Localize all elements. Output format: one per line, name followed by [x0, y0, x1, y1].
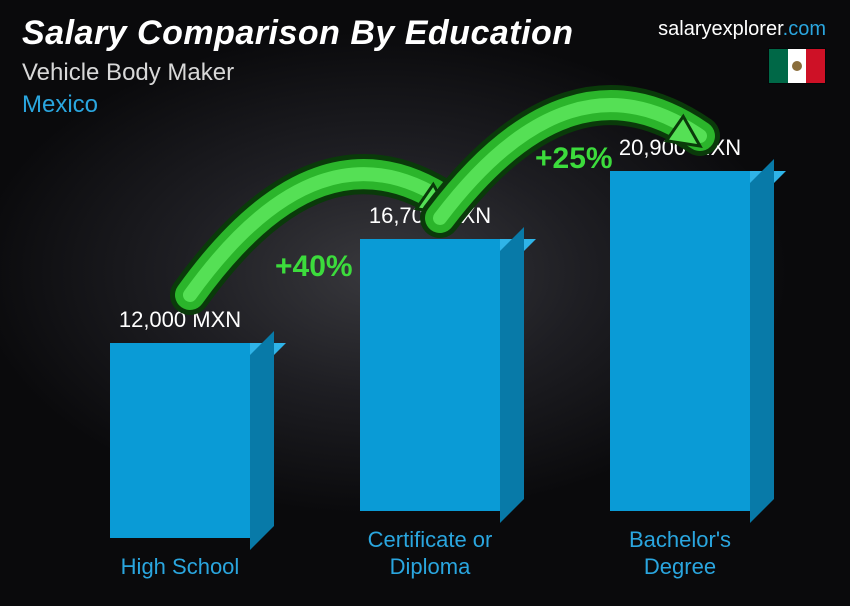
bar-label: Certificate orDiploma [340, 527, 520, 580]
bar-group: 12,000 MXNHigh School [90, 307, 270, 580]
chart-country: Mexico [22, 91, 828, 119]
increment-percent: +25% [535, 142, 613, 176]
bar-label: Bachelor'sDegree [590, 527, 770, 580]
bar [110, 343, 250, 538]
bar-label: High School [90, 554, 270, 580]
bar-chart: 12,000 MXNHigh School16,700 MXNCertifica… [60, 120, 780, 580]
chart-title: Salary Comparison By Education [22, 14, 828, 53]
chart-subtitle: Vehicle Body Maker [22, 59, 828, 87]
header: Salary Comparison By Education Vehicle B… [22, 14, 828, 119]
increment-percent: +40% [275, 250, 353, 284]
